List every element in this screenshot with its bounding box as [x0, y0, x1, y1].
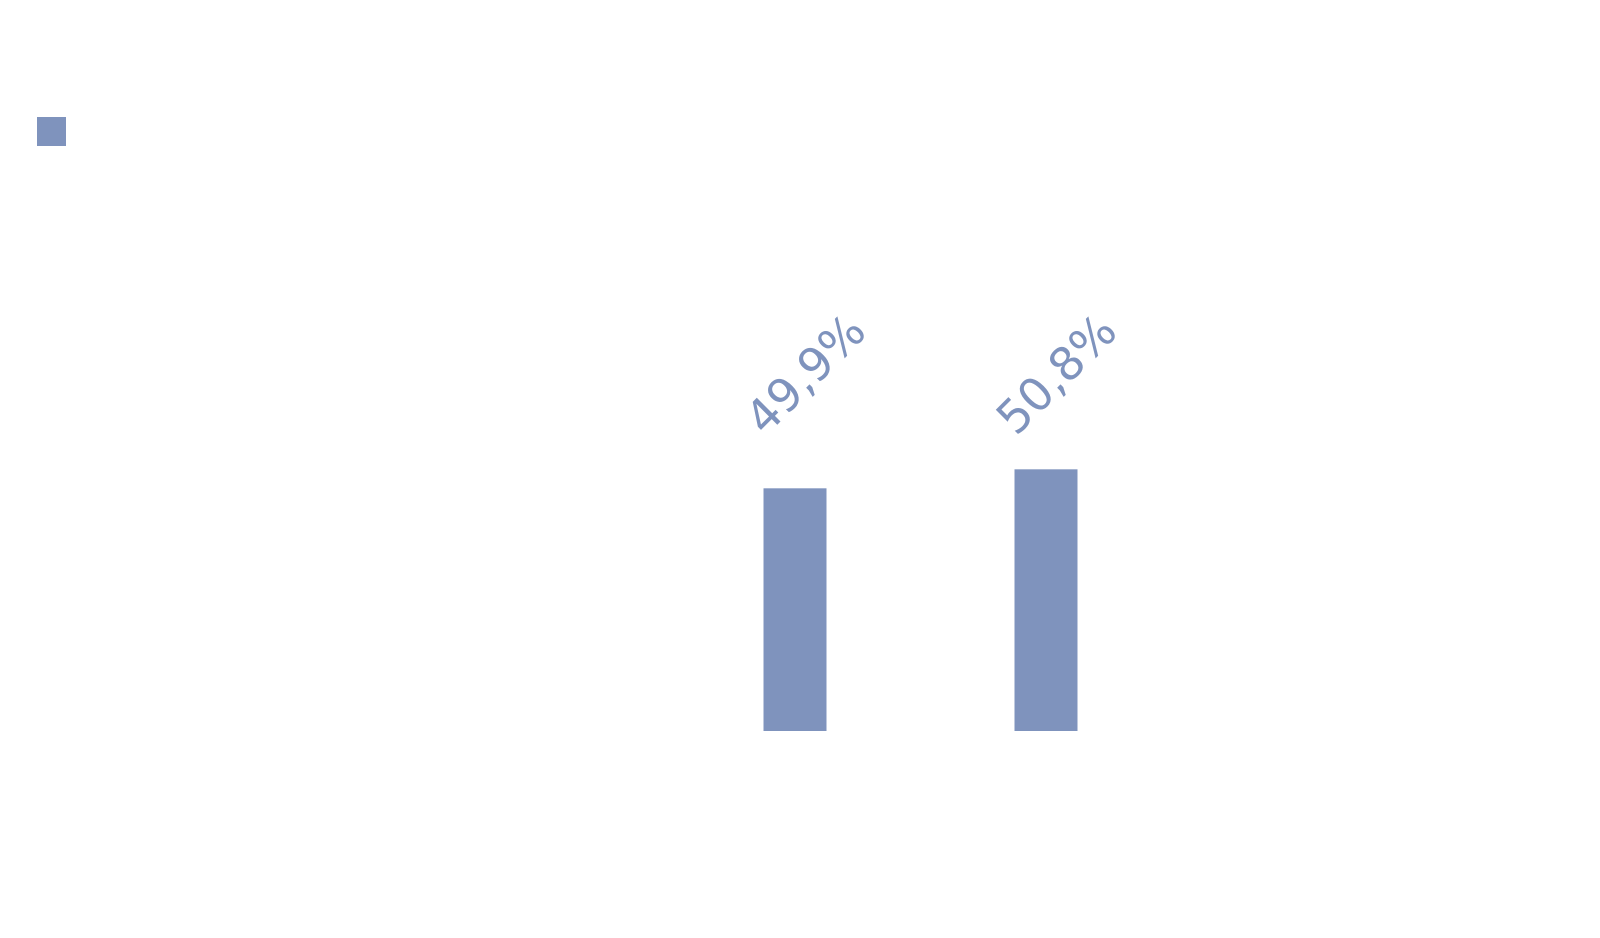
value-label: 49,9% [735, 303, 877, 445]
bar [1014, 469, 1078, 731]
bar [763, 488, 827, 731]
value-label: 50,8% [986, 303, 1128, 445]
legend-marker [37, 117, 66, 146]
